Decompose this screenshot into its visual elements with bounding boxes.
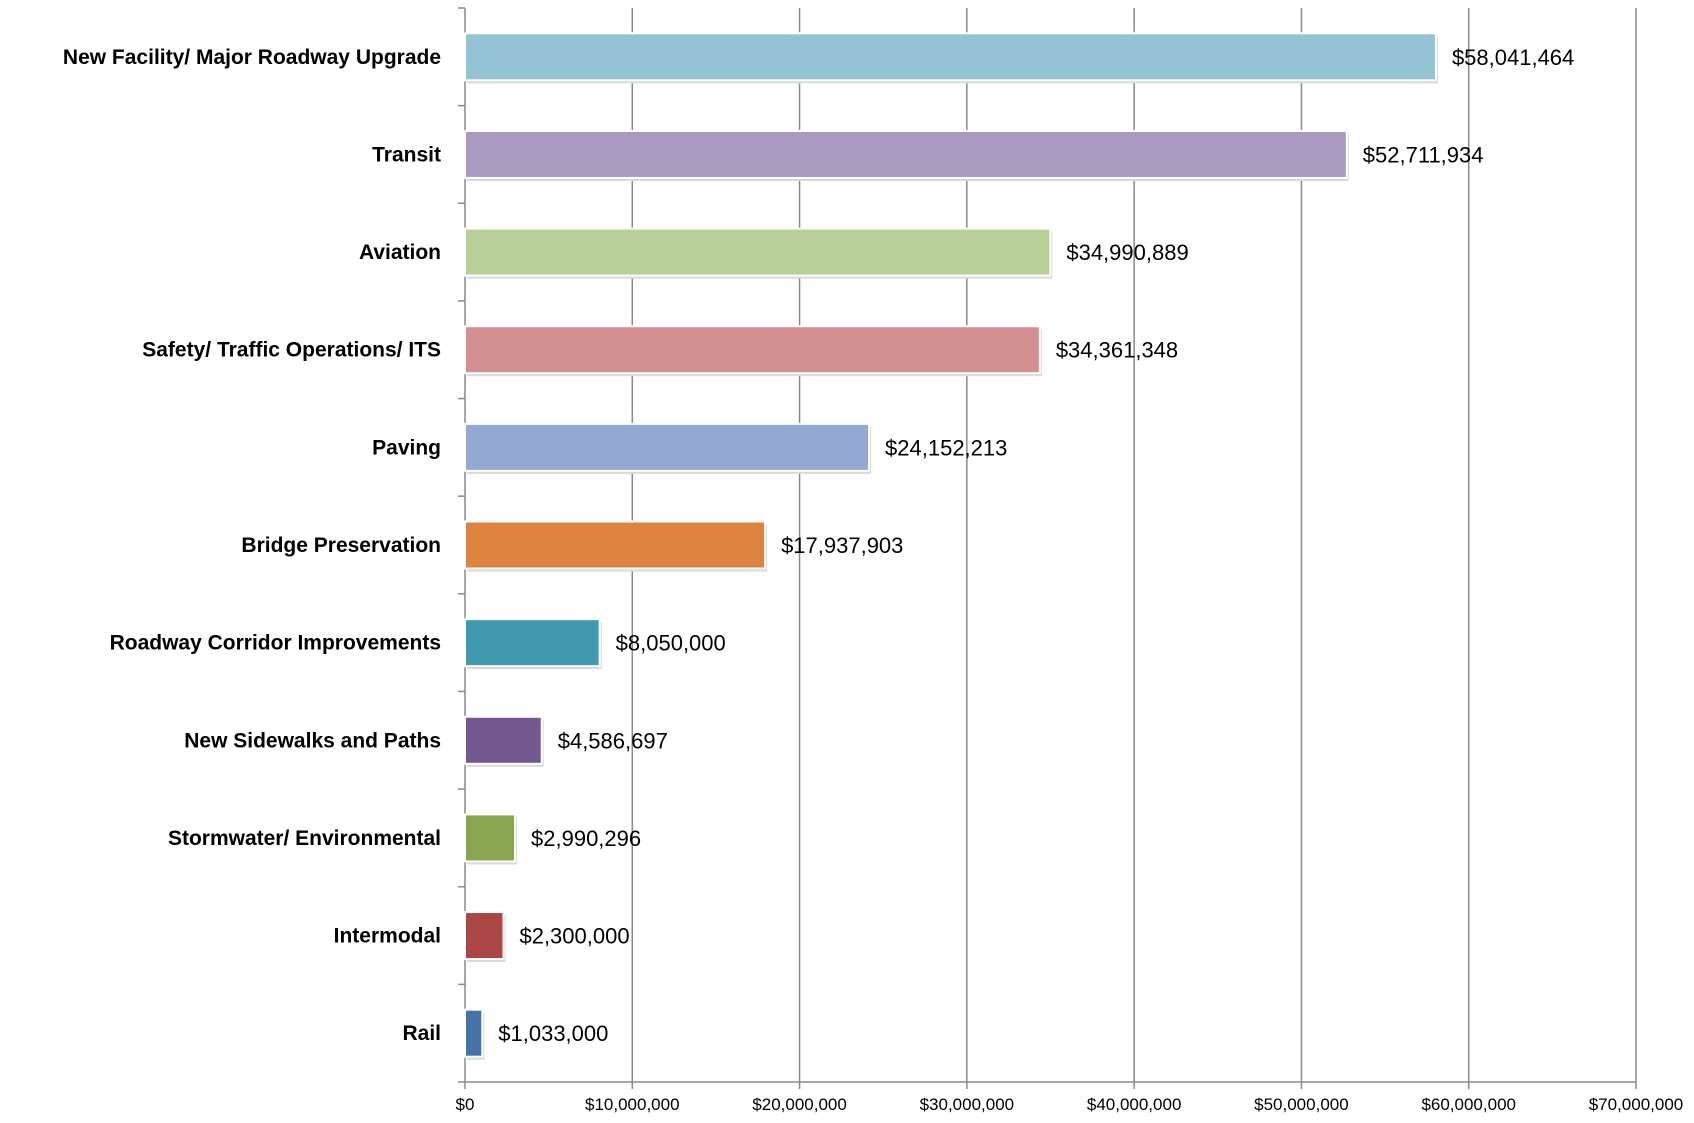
gridlines (631, 8, 1637, 1082)
category-label: Aviation (359, 241, 441, 264)
category-label: Stormwater/ Environmental (168, 827, 441, 850)
bar (464, 911, 505, 961)
bar (464, 129, 1348, 179)
bar (464, 422, 871, 472)
x-tick-label: $60,000,000 (1421, 1095, 1516, 1114)
category-label: Rail (402, 1022, 441, 1045)
data-label: $1,033,000 (498, 1021, 608, 1046)
bar (464, 813, 517, 863)
x-tick-label: $30,000,000 (920, 1095, 1015, 1114)
category-label: Paving (372, 436, 441, 459)
x-tick-label: $40,000,000 (1087, 1095, 1182, 1114)
bar (464, 325, 1041, 375)
category-label: Bridge Preservation (241, 534, 441, 557)
x-tick-label: $50,000,000 (1254, 1095, 1349, 1114)
data-label: $58,041,464 (1452, 45, 1574, 70)
data-label: $24,152,213 (885, 435, 1007, 460)
category-label: Intermodal (334, 925, 441, 948)
x-tick-label: $10,000,000 (585, 1095, 680, 1114)
bar (464, 520, 767, 570)
data-label: $34,990,889 (1066, 240, 1188, 265)
data-label: $8,050,000 (616, 631, 726, 656)
data-label: $4,586,697 (558, 728, 668, 753)
bar (464, 32, 1437, 82)
x-tick-label: $0 (456, 1095, 475, 1114)
data-label: $2,300,000 (519, 924, 629, 949)
labels: $0 $10,000,000 $20,000,000 $30,000,000 $40,0… (63, 45, 1683, 1114)
data-label: $2,990,296 (531, 826, 641, 851)
category-label: Safety/ Traffic Operations/ ITS (142, 339, 441, 362)
bar (464, 618, 601, 668)
x-tick-label: $70,000,000 (1589, 1095, 1684, 1114)
category-label: New Facility/ Major Roadway Upgrade (63, 46, 441, 69)
category-label: New Sidewalks and Paths (184, 729, 441, 752)
category-label: Roadway Corridor Improvements (110, 632, 441, 655)
x-tick-label: $20,000,000 (752, 1095, 847, 1114)
data-label: $34,361,348 (1056, 338, 1178, 363)
data-label: $52,711,934 (1363, 142, 1484, 167)
bar (464, 227, 1052, 277)
category-label: Transit (372, 143, 441, 166)
bar (464, 715, 543, 765)
bar (464, 1008, 484, 1058)
data-label: $17,937,903 (781, 533, 903, 558)
bars (464, 32, 1438, 1060)
